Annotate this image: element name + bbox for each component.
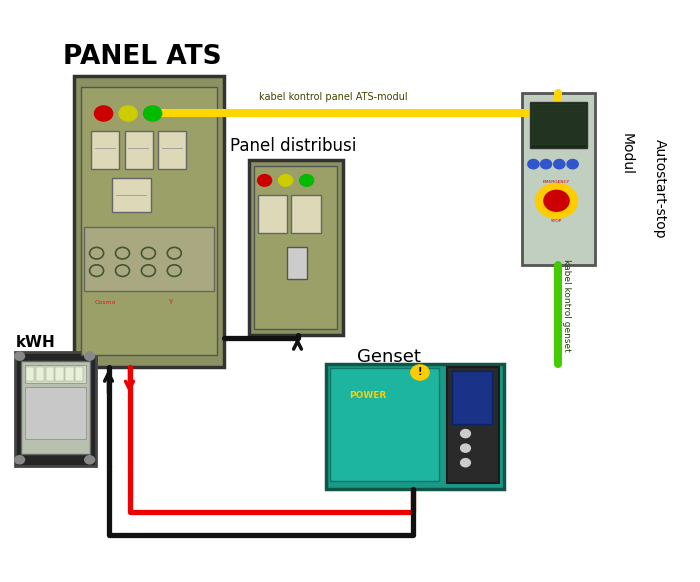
Circle shape	[15, 352, 24, 360]
Circle shape	[300, 175, 314, 186]
Bar	[522, 93, 595, 265]
Circle shape	[258, 175, 272, 186]
Circle shape	[94, 106, 113, 121]
Circle shape	[411, 365, 429, 380]
Bar	[25, 387, 86, 439]
Bar	[84, 227, 214, 291]
Circle shape	[554, 159, 565, 169]
Text: Panel distribusi: Panel distribusi	[230, 137, 356, 155]
Circle shape	[279, 175, 293, 186]
Bar	[258, 195, 287, 233]
Text: kabel kontrol panel ATS-modul: kabel kontrol panel ATS-modul	[259, 93, 407, 102]
Bar	[75, 367, 83, 381]
Text: kabel kontrol genset: kabel kontrol genset	[562, 259, 571, 352]
Text: !: !	[418, 367, 422, 378]
Circle shape	[540, 159, 552, 169]
Bar	[530, 102, 587, 148]
Text: Cosmo: Cosmo	[94, 300, 116, 305]
Bar	[254, 166, 337, 329]
Bar	[26, 367, 34, 381]
Circle shape	[567, 159, 578, 169]
Circle shape	[536, 183, 578, 218]
Circle shape	[528, 159, 539, 169]
Bar	[65, 367, 74, 381]
Circle shape	[144, 106, 162, 121]
Bar	[125, 131, 153, 169]
Text: Y: Y	[168, 299, 172, 305]
Text: Genset: Genset	[357, 348, 421, 366]
Circle shape	[461, 459, 470, 467]
Bar	[46, 367, 54, 381]
Text: Modul: Modul	[620, 133, 634, 175]
Text: POWER: POWER	[349, 391, 386, 400]
Bar	[55, 367, 64, 381]
Bar	[80, 87, 217, 355]
Bar	[532, 104, 584, 144]
Text: STOP: STOP	[551, 219, 562, 223]
Bar	[447, 367, 499, 483]
Circle shape	[544, 190, 569, 211]
Text: Autostart-stop: Autostart-stop	[652, 139, 666, 239]
Bar	[112, 178, 150, 212]
Bar	[36, 367, 44, 381]
Bar	[248, 160, 343, 335]
Bar	[326, 364, 504, 489]
Bar	[25, 365, 86, 383]
Bar	[330, 368, 439, 481]
Text: PANEL ATS: PANEL ATS	[63, 44, 222, 70]
Bar	[91, 131, 119, 169]
Bar	[287, 247, 307, 279]
Text: kWH: kWH	[15, 335, 55, 350]
Text: EMERGENCY: EMERGENCY	[543, 180, 570, 184]
Bar	[158, 131, 186, 169]
Circle shape	[119, 106, 137, 121]
Bar	[15, 352, 96, 466]
Circle shape	[85, 456, 95, 464]
Circle shape	[461, 444, 470, 452]
Bar	[452, 371, 492, 424]
Bar	[21, 361, 90, 454]
Circle shape	[85, 352, 95, 360]
Bar	[74, 76, 224, 367]
Circle shape	[15, 456, 24, 464]
Circle shape	[461, 430, 470, 438]
Bar	[291, 195, 321, 233]
